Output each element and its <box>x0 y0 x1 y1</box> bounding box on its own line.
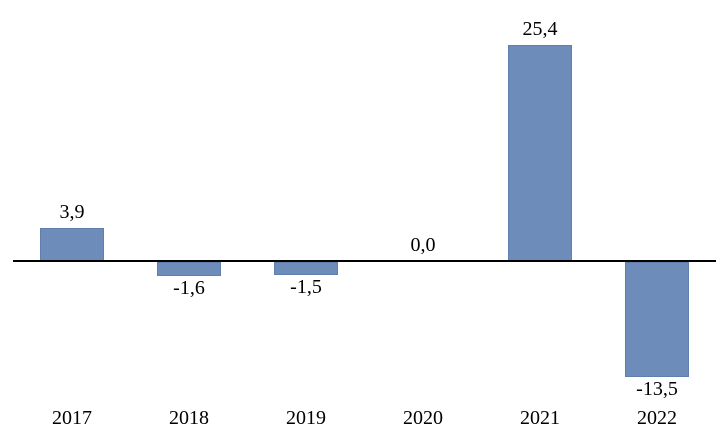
bar-2022 <box>625 262 689 377</box>
x-axis-zero-line <box>13 260 716 262</box>
x-tick-2018: 2018 <box>169 407 209 429</box>
data-label-2017: 3,9 <box>59 201 85 223</box>
x-tick-2017: 2017 <box>52 407 92 429</box>
x-tick-2020: 2020 <box>403 407 443 429</box>
bar-2017 <box>40 228 104 261</box>
x-tick-2021: 2021 <box>520 407 560 429</box>
bar-2018 <box>157 262 221 276</box>
data-label-2022: -13,5 <box>636 378 678 400</box>
data-label-2019: -1,5 <box>290 276 322 298</box>
bar-2019 <box>274 262 338 275</box>
data-label-2021: 25,4 <box>522 18 558 40</box>
x-tick-2022: 2022 <box>637 407 677 429</box>
bar-2021 <box>508 45 572 261</box>
x-tick-2019: 2019 <box>286 407 326 429</box>
data-label-2018: -1,6 <box>173 277 205 299</box>
data-label-2020: 0,0 <box>410 234 436 256</box>
